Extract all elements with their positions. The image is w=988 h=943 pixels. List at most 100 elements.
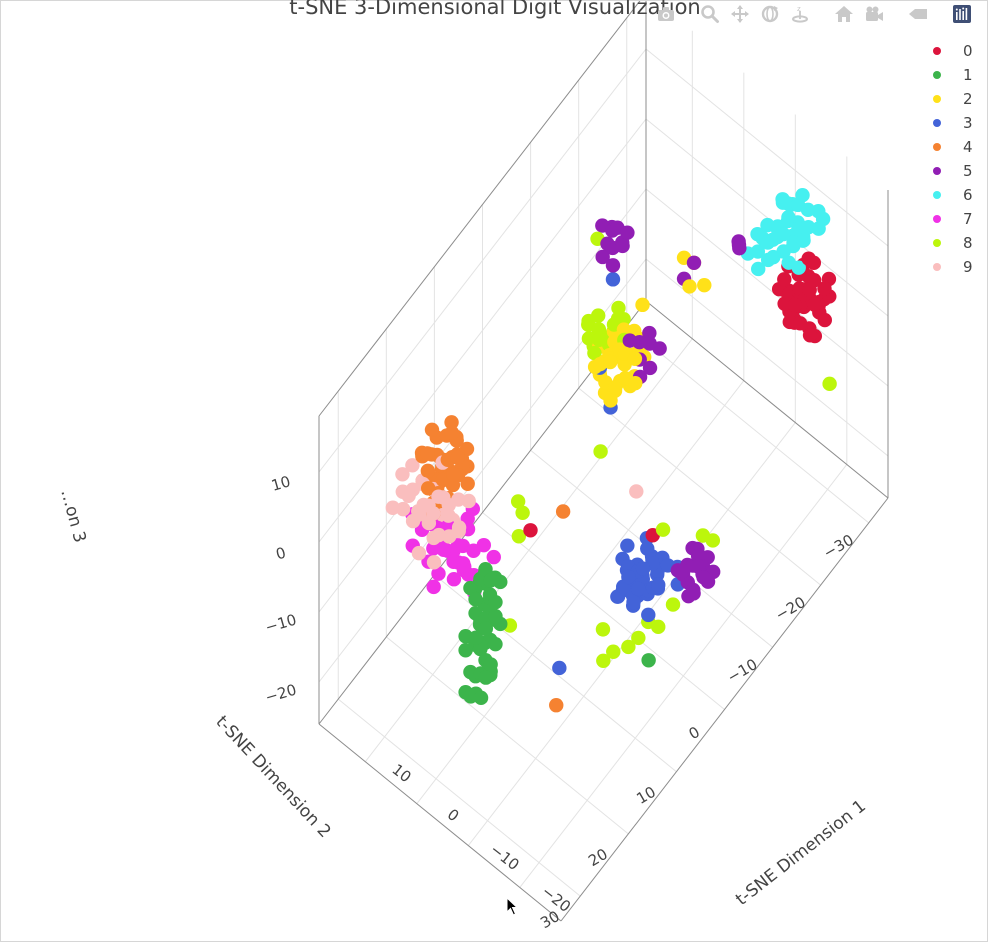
data-point-digit-7[interactable] [457, 559, 472, 574]
data-point-digit-2[interactable] [608, 380, 623, 395]
data-point-digit-6[interactable] [811, 221, 826, 236]
legend-item-6[interactable]: 6 [927, 183, 973, 207]
data-point-digit-9[interactable] [451, 520, 467, 535]
data-point-digit-6[interactable] [796, 233, 811, 248]
data-point-digit-9[interactable] [416, 497, 431, 513]
data-point-digit-5[interactable] [690, 548, 706, 563]
data-point-digit-9[interactable] [405, 458, 420, 473]
data-point-digit-0[interactable] [523, 523, 538, 538]
data-point-digit-5[interactable] [605, 258, 621, 273]
data-point-digit-1[interactable] [488, 594, 503, 610]
data-point-digit-7[interactable] [476, 537, 492, 553]
data-point-digit-6[interactable] [775, 195, 791, 210]
data-point-digit-1[interactable] [478, 670, 494, 685]
reset-camera-button[interactable] [832, 3, 856, 25]
data-point-digit-8[interactable] [621, 639, 636, 655]
plotly-logo[interactable] [950, 3, 974, 25]
data-point-digit-0[interactable] [807, 297, 822, 312]
data-point-digit-2[interactable] [627, 351, 643, 366]
data-point-digit-0[interactable] [777, 272, 792, 287]
data-point-digit-5[interactable] [676, 563, 691, 579]
data-point-digit-0[interactable] [802, 282, 817, 298]
data-point-digit-5[interactable] [696, 570, 711, 585]
data-point-digit-5[interactable] [686, 586, 701, 601]
data-point-digit-6[interactable] [776, 226, 791, 242]
data-point-digit-3[interactable] [626, 594, 641, 610]
data-point-digit-5[interactable] [652, 341, 667, 356]
data-point-digit-0[interactable] [787, 297, 803, 313]
data-point-digit-6[interactable] [791, 260, 806, 275]
data-point-digit-9[interactable] [441, 529, 457, 544]
toggle-spikelines-button[interactable] [906, 3, 930, 25]
save-camera-button[interactable] [862, 3, 886, 25]
data-point-digit-5[interactable] [595, 249, 610, 265]
data-point-digit-8[interactable] [705, 533, 721, 548]
data-point-digit-5[interactable] [615, 238, 630, 254]
data-point-digit-8[interactable] [587, 345, 602, 361]
data-point-digit-2[interactable] [635, 297, 650, 313]
data-point-digit-9[interactable] [629, 484, 644, 499]
data-point-digit-9[interactable] [411, 545, 427, 561]
data-point-digit-3[interactable] [635, 561, 651, 576]
data-point-digit-9[interactable] [395, 501, 411, 517]
data-point-digit-8[interactable] [655, 522, 671, 537]
download-plot-button[interactable] [654, 3, 678, 25]
data-point-digit-8[interactable] [651, 619, 666, 635]
data-point-digit-4[interactable] [549, 698, 564, 713]
data-point-digit-3[interactable] [640, 541, 655, 556]
data-point-digit-6[interactable] [781, 210, 796, 225]
data-point-digit-6[interactable] [751, 261, 766, 277]
data-point-digit-1[interactable] [488, 608, 503, 624]
data-point-digit-2[interactable] [682, 279, 697, 294]
data-point-digit-8[interactable] [595, 622, 611, 637]
data-point-digit-7[interactable] [431, 566, 446, 581]
data-point-digit-5[interactable] [691, 558, 706, 574]
data-point-digit-3[interactable] [552, 660, 567, 676]
data-point-digit-2[interactable] [628, 375, 643, 391]
data-point-digit-1[interactable] [483, 573, 498, 588]
data-point-digit-9[interactable] [441, 508, 456, 523]
data-point-digit-8[interactable] [631, 630, 646, 646]
data-point-digit-4[interactable] [555, 504, 571, 519]
legend-item-1[interactable]: 1 [927, 63, 973, 87]
data-point-digit-3[interactable] [651, 577, 666, 593]
data-point-digit-7[interactable] [486, 549, 501, 565]
legend-item-7[interactable]: 7 [927, 207, 973, 231]
legend-item-9[interactable]: 9 [927, 255, 973, 279]
data-point-digit-6[interactable] [750, 244, 766, 259]
data-point-digit-8[interactable] [581, 313, 596, 329]
data-point-digit-8[interactable] [510, 494, 526, 509]
data-point-digit-8[interactable] [591, 322, 607, 337]
data-point-digit-4[interactable] [420, 446, 435, 461]
data-point-digit-1[interactable] [483, 657, 498, 672]
pan-button[interactable] [728, 3, 752, 25]
legend-item-3[interactable]: 3 [927, 111, 973, 135]
data-point-digit-7[interactable] [446, 572, 462, 587]
data-point-digit-7[interactable] [426, 579, 441, 595]
data-point-digit-5[interactable] [642, 325, 657, 341]
data-points[interactable] [385, 188, 837, 713]
data-point-digit-9[interactable] [431, 489, 446, 504]
data-point-digit-4[interactable] [450, 450, 465, 465]
data-point-digit-8[interactable] [665, 597, 681, 612]
data-point-digit-8[interactable] [593, 444, 608, 459]
data-point-digit-3[interactable] [631, 581, 646, 597]
data-point-digit-4[interactable] [444, 415, 459, 430]
data-point-digit-2[interactable] [603, 393, 618, 408]
data-point-digit-8[interactable] [606, 644, 621, 659]
data-point-digit-3[interactable] [620, 538, 635, 553]
data-point-digit-8[interactable] [822, 376, 837, 392]
data-point-digit-4[interactable] [424, 422, 440, 438]
data-point-digit-1[interactable] [458, 643, 473, 658]
data-point-digit-5[interactable] [642, 360, 658, 376]
data-point-digit-0[interactable] [817, 312, 833, 328]
data-point-digit-0[interactable] [792, 316, 808, 331]
data-point-digit-9[interactable] [421, 515, 437, 531]
orbit-rotation-button[interactable] [758, 3, 782, 25]
data-point-digit-9[interactable] [401, 488, 416, 503]
data-point-digit-1[interactable] [488, 636, 503, 652]
data-point-digit-6[interactable] [776, 244, 791, 259]
legend-item-0[interactable]: 0 [927, 39, 973, 63]
data-point-digit-1[interactable] [478, 621, 494, 636]
